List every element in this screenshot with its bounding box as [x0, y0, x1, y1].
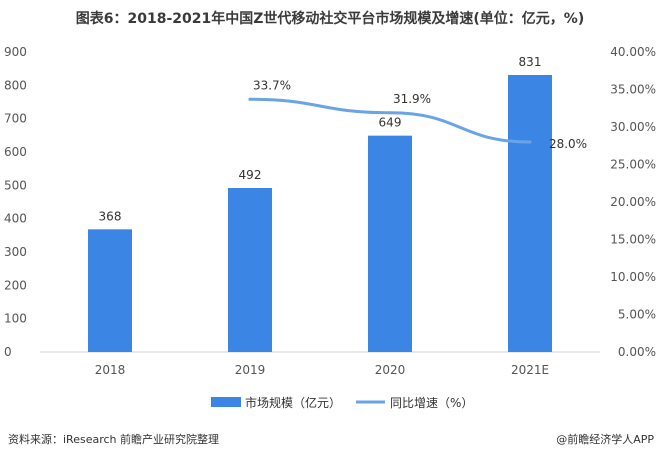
legend: 市场规模（亿元） 同比增速（%）	[211, 395, 473, 410]
y-left-tick-label: 900	[4, 45, 27, 59]
y-left-tick-label: 700	[4, 112, 27, 126]
y-left-tick-label: 400	[4, 212, 27, 226]
growth-line-point	[388, 111, 392, 115]
y-right-tick-label: 5.00%	[618, 308, 656, 322]
x-tick-label: 2021E	[511, 363, 549, 377]
x-tick-label: 2018	[95, 363, 126, 377]
y-right-tick-label: 20.00%	[610, 195, 656, 209]
chart-title: 图表6：2018-2021年中国Z世代移动社交平台市场规模及增速(单位：亿元，%…	[75, 11, 585, 27]
x-tick-label: 2020	[375, 363, 406, 377]
y-left-tick-label: 200	[4, 278, 27, 292]
y-right-tick-label: 35.00%	[610, 83, 656, 97]
bar	[508, 75, 552, 352]
y-right-tick-label: 30.00%	[610, 120, 656, 134]
axes: 0 100 200 300 400 500 600 700 800 900 0.00% 5.00% 10…	[4, 45, 656, 377]
y-right-tick-label: 40.00%	[610, 45, 656, 59]
bar	[228, 188, 272, 352]
x-tick-label: 2019	[235, 363, 266, 377]
growth-line-point	[528, 140, 532, 144]
y-left-tick-label: 800	[4, 78, 27, 92]
growth-value-label: 33.7%	[253, 78, 291, 92]
growth-line	[248, 97, 532, 144]
y-left-tick-label: 100	[4, 312, 27, 326]
bar-value-label: 492	[239, 168, 262, 182]
data-labels: 368 492 649 831 33.7% 31.9% 28.0%	[99, 55, 588, 223]
y-right-tick-label: 15.00%	[610, 233, 656, 247]
bar	[88, 229, 132, 352]
y-left-tick-label: 0	[4, 345, 12, 359]
bar	[368, 135, 412, 352]
credit-note: @前瞻经济学人APP	[556, 433, 654, 446]
bar-value-label: 368	[99, 209, 122, 223]
y-right-tick-label: 0.00%	[618, 345, 656, 359]
bar-value-label: 649	[379, 116, 402, 130]
legend-line-label: 同比增速（%）	[390, 396, 473, 410]
y-right-tick-label: 25.00%	[610, 158, 656, 172]
y-left-tick-label: 300	[4, 245, 27, 259]
bar-value-label: 831	[519, 55, 542, 69]
growth-line-point	[248, 97, 252, 101]
legend-bar-swatch	[211, 397, 241, 407]
legend-bar-label: 市场规模（亿元）	[245, 395, 341, 410]
y-left-tick-label: 500	[4, 178, 27, 192]
growth-value-label: 31.9%	[393, 92, 431, 106]
source-note: 资料来源：iResearch 前瞻产业研究院整理	[8, 433, 220, 446]
y-right-tick-label: 10.00%	[610, 270, 656, 284]
bars	[88, 75, 552, 352]
growth-value-label: 28.0%	[549, 137, 587, 151]
y-left-tick-label: 600	[4, 145, 27, 159]
